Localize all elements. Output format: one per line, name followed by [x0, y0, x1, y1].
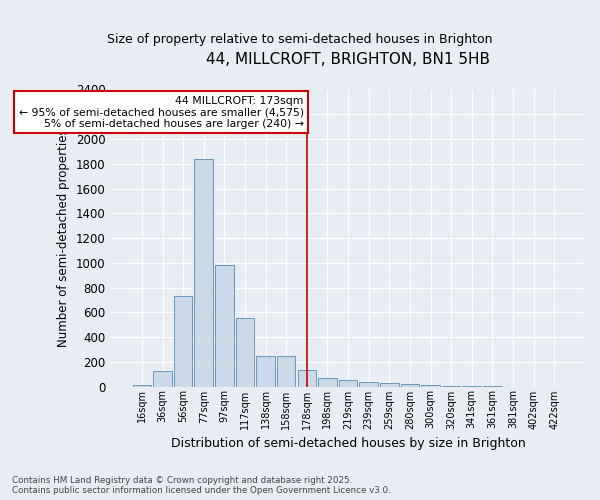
Bar [318, 378, 337, 386]
Bar [215, 265, 233, 386]
Bar [153, 371, 172, 386]
Bar [401, 384, 419, 386]
X-axis label: Distribution of semi-detached houses by size in Brighton: Distribution of semi-detached houses by … [170, 437, 526, 450]
Y-axis label: Number of semi-detached properties: Number of semi-detached properties [57, 128, 70, 348]
Bar [277, 356, 295, 386]
Bar [298, 370, 316, 386]
Bar [380, 384, 398, 386]
Bar [236, 318, 254, 386]
Bar [174, 296, 193, 386]
Title: 44, MILLCROFT, BRIGHTON, BN1 5HB: 44, MILLCROFT, BRIGHTON, BN1 5HB [206, 52, 490, 68]
Bar [339, 380, 358, 386]
Bar [359, 382, 378, 386]
Bar [194, 159, 213, 386]
Bar [256, 356, 275, 386]
Bar [133, 384, 151, 386]
Text: 44 MILLCROFT: 173sqm
← 95% of semi-detached houses are smaller (4,575)
5% of sem: 44 MILLCROFT: 173sqm ← 95% of semi-detac… [19, 96, 304, 129]
Text: Size of property relative to semi-detached houses in Brighton: Size of property relative to semi-detach… [107, 32, 493, 46]
Text: Contains HM Land Registry data © Crown copyright and database right 2025.
Contai: Contains HM Land Registry data © Crown c… [12, 476, 391, 495]
